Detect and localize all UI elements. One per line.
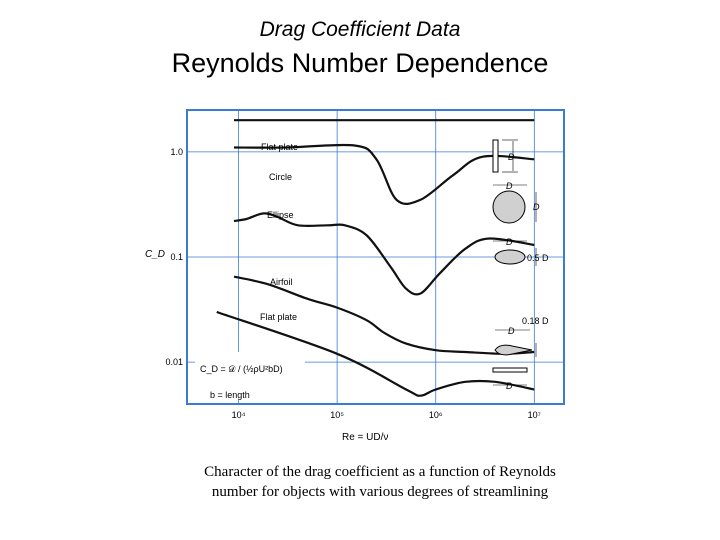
x-tick-label: 10⁴ <box>232 410 246 420</box>
flat-plate-normal-sketch <box>492 139 499 173</box>
caption-line-2: number for objects with various degrees … <box>211 484 549 500</box>
x-axis-label: Re = UD/ν <box>342 432 388 443</box>
y-axis-label: C_D <box>145 249 165 260</box>
series-label: Airfoil <box>270 277 293 287</box>
x-tick-label: 10⁷ <box>528 410 541 420</box>
flat-plate-parallel-sketch <box>492 367 528 373</box>
dim-label: D <box>533 202 540 212</box>
series-line <box>233 143 535 205</box>
series-line <box>233 212 535 296</box>
caption-line-1: Character of the drag coefficient as a f… <box>204 464 556 480</box>
series-label: Ellipse <box>267 210 294 220</box>
labels-group: 10⁴ 10⁵ 10⁶ 10⁷ 1.0 0.1 0.01 Flat plate Circle El… <box>165 142 540 420</box>
series-line <box>216 310 535 397</box>
series-label: Flat plate <box>260 312 297 322</box>
drag-coefficient-chart: 10⁴ 10⁵ 10⁶ 10⁷ 1.0 0.1 0.01 Flat plate Circle El… <box>145 109 565 443</box>
x-tick-label: 10⁶ <box>429 410 443 420</box>
plot-frame <box>186 109 565 405</box>
dim-label: D <box>506 381 513 391</box>
b-length-note: b = length <box>210 390 250 400</box>
y-tick-label: 1.0 <box>170 147 183 157</box>
series-label: Flat plate <box>261 142 298 152</box>
figure-caption: Character of the drag coefficient as a f… <box>0 462 720 502</box>
dim-label: D <box>508 326 515 336</box>
airfoil-sketch <box>494 344 533 356</box>
ellipse-sketch <box>494 249 526 265</box>
series-label: Circle <box>269 172 292 182</box>
airfoil-ratio-label: 0.18 D <box>522 316 549 326</box>
slide-subtitle: Drag Coefficient Data <box>259 18 461 41</box>
dim-label: D <box>508 152 515 162</box>
shape-sketches: D D D D 0.5 D 0.18 D D D <box>492 139 549 391</box>
dim-label: D <box>506 181 513 191</box>
y-tick-label: 0.1 <box>170 252 183 262</box>
drag-formula: C_D = 𝒟 / (½ρU²bD) <box>200 364 283 374</box>
slide-title: Reynolds Number Dependence <box>171 48 549 78</box>
series-line <box>233 275 535 355</box>
series-group <box>216 119 535 397</box>
formula-box: C_D = 𝒟 / (½ρU²bD) b = length <box>195 352 305 400</box>
y-tick-label: 0.01 <box>165 357 183 367</box>
circle-sketch <box>492 190 526 224</box>
x-tick-label: 10⁵ <box>330 410 344 420</box>
dim-label: D <box>506 237 513 247</box>
ellipse-ratio-label: 0.5 D <box>527 253 549 263</box>
